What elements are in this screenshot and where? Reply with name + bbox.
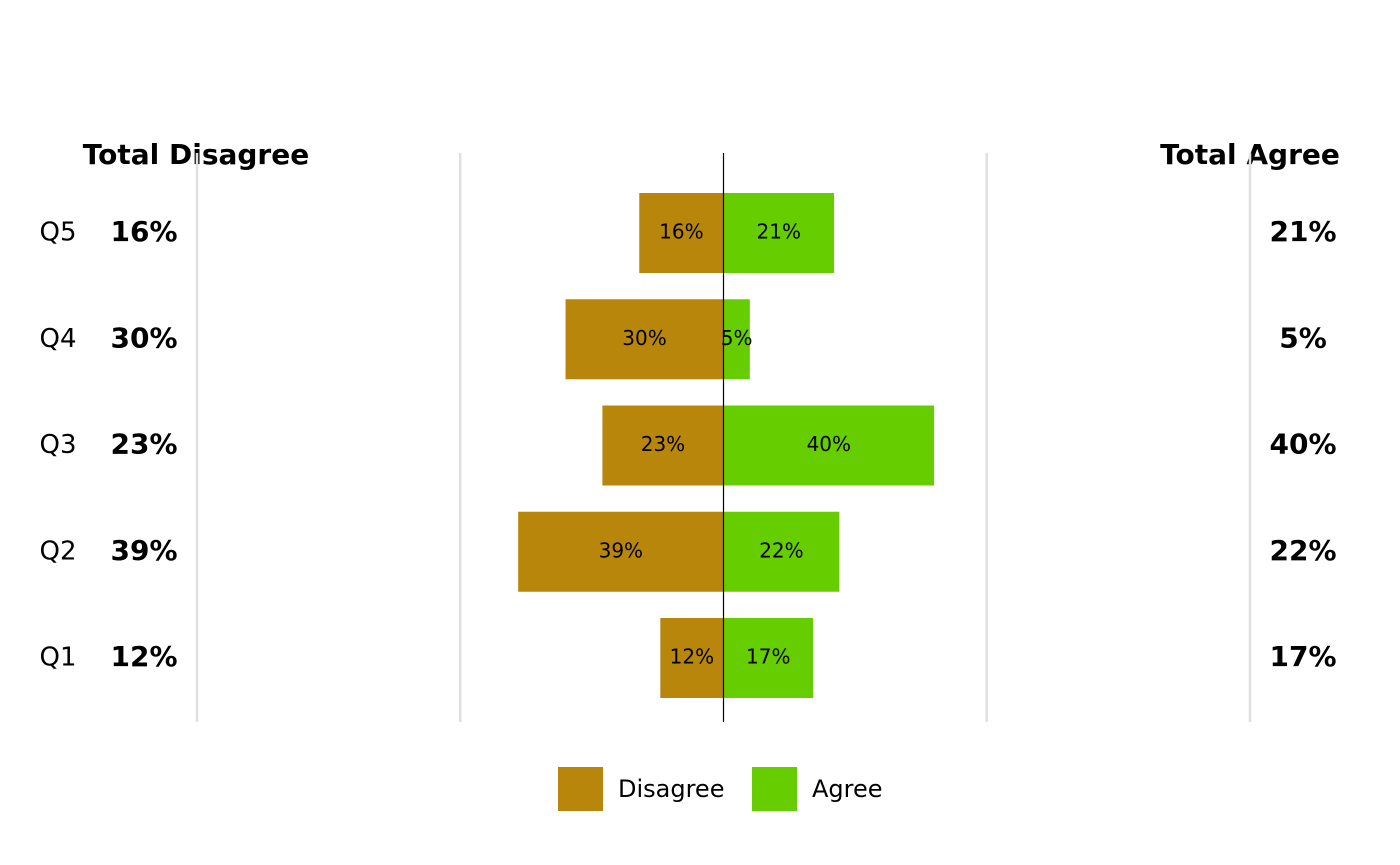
- total-agree: 17%: [1269, 640, 1336, 673]
- bar: [723, 618, 814, 698]
- bar: [723, 193, 835, 273]
- total-disagree: 23%: [110, 428, 177, 461]
- total-disagree: 39%: [110, 534, 177, 567]
- bar-label: 12%: [670, 645, 714, 669]
- bar-label: 40%: [807, 432, 851, 456]
- total-agree: 40%: [1269, 428, 1336, 461]
- bar-label: 21%: [757, 220, 801, 244]
- legend-label: Agree: [812, 775, 883, 803]
- bar-label: 39%: [599, 538, 643, 562]
- bar: [639, 193, 724, 273]
- bar-label: 16%: [659, 220, 703, 244]
- bar-label: 5%: [721, 326, 753, 350]
- bar-label: 30%: [622, 326, 666, 350]
- bar: [660, 618, 724, 698]
- bar: [723, 511, 840, 592]
- total-agree: 5%: [1279, 321, 1327, 354]
- legend-swatch: [752, 767, 797, 811]
- bar-label: 22%: [759, 538, 803, 562]
- total-agree: 21%: [1269, 215, 1336, 248]
- bar: [565, 299, 724, 380]
- category-label: Q2: [39, 536, 76, 566]
- total-disagree: 16%: [110, 215, 177, 248]
- category-label: Q1: [39, 643, 76, 673]
- bar: [723, 299, 750, 380]
- bar-label: 17%: [746, 645, 790, 669]
- legend-swatch: [558, 767, 603, 811]
- bar-label: 23%: [641, 432, 685, 456]
- total-disagree: 30%: [110, 321, 177, 354]
- legend-label: Disagree: [618, 775, 724, 803]
- bar: [602, 405, 724, 486]
- bar: [723, 405, 935, 486]
- total-disagree: 12%: [110, 640, 177, 673]
- category-label: Q3: [39, 430, 76, 460]
- total-agree: 22%: [1269, 534, 1336, 567]
- bar: [518, 511, 724, 592]
- category-label: Q4: [39, 324, 76, 354]
- category-label: Q5: [39, 218, 76, 248]
